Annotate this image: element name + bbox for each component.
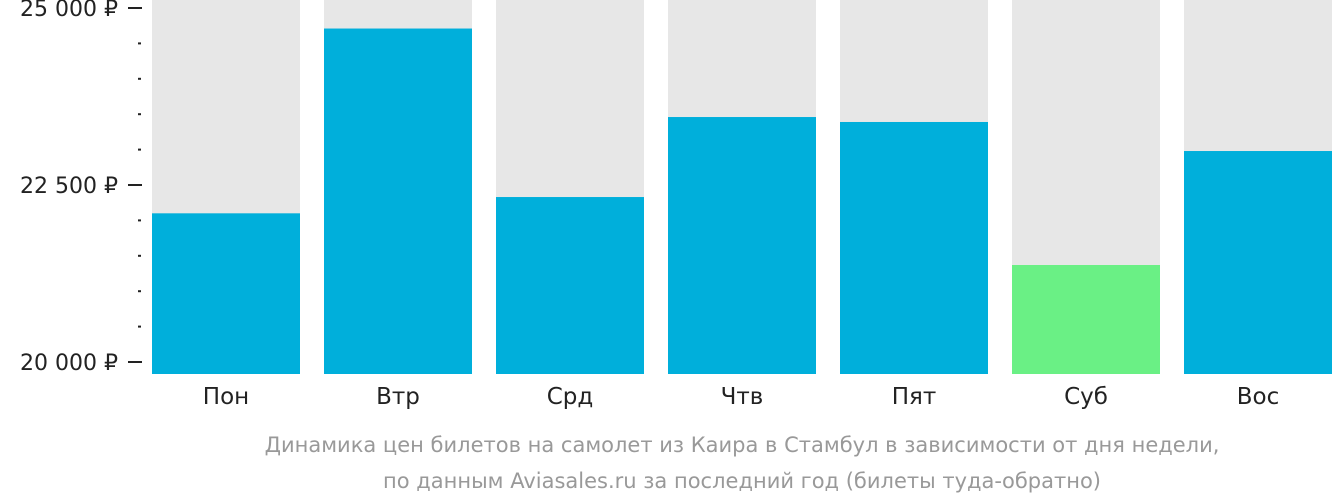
bar-6[interactable] [1012, 265, 1160, 374]
y-axis: 20 000 ₽ 22 500 ₽ 25 000 ₽ [20, 0, 142, 376]
y-tick-label: 25 000 ₽ [20, 0, 118, 22]
y-tick-label: 22 500 ₽ [20, 174, 118, 199]
x-tick-label: Срд [547, 384, 594, 410]
x-tick-label: Вос [1237, 384, 1280, 410]
bar-4[interactable] [668, 117, 816, 375]
bar-2[interactable] [324, 28, 472, 374]
chart-caption-line-1: Динамика цен билетов на самолет из Каира… [265, 433, 1220, 457]
bar-5[interactable] [840, 121, 988, 374]
x-tick-label: Пон [203, 384, 249, 410]
x-tick-label: Суб [1064, 384, 1108, 410]
bar-3[interactable] [496, 197, 644, 374]
bar-1[interactable] [152, 213, 300, 374]
x-tick-label: Втр [376, 384, 420, 410]
x-tick-label: Чтв [721, 384, 764, 410]
x-tick-label: Пят [892, 384, 937, 410]
x-axis: Пон Втр Срд Чтв Пят Суб Вос [203, 384, 1279, 410]
bar-7[interactable] [1184, 151, 1332, 374]
y-tick-label: 20 000 ₽ [20, 351, 118, 376]
data-bars [152, 28, 1332, 375]
chart-caption-line-2: по данным Aviasales.ru за последний год … [383, 469, 1101, 493]
